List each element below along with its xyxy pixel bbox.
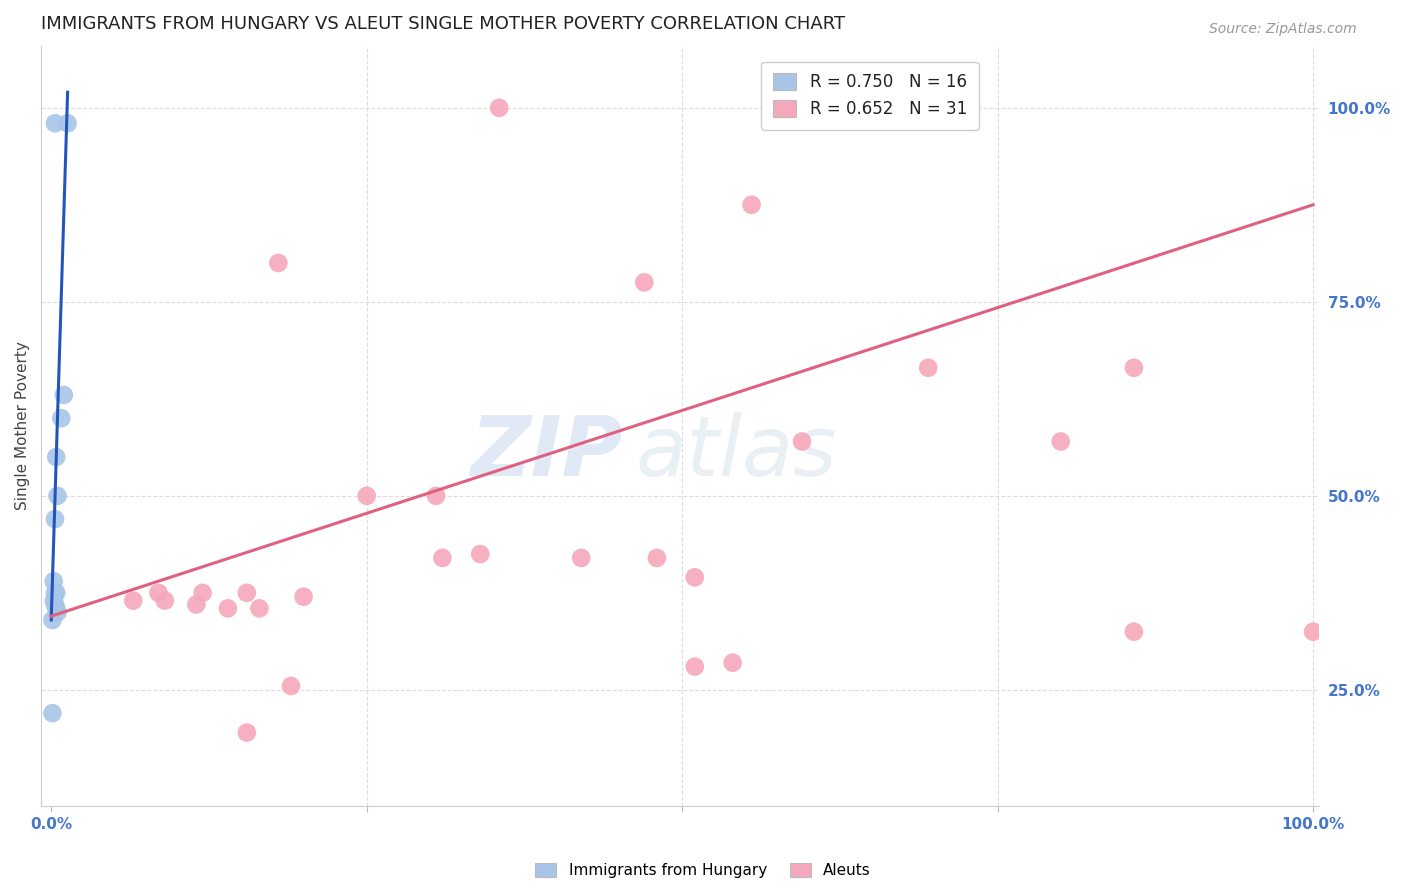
Point [790,434,813,449]
Point [236,586,259,600]
Point [470,547,492,561]
Point [41,613,63,627]
Point [356,489,378,503]
Point [191,586,214,600]
Point [267,256,290,270]
Point [46,489,69,503]
Point [122,593,145,607]
Point [683,659,706,673]
Point [45,586,67,600]
Point [44,512,66,526]
Point [488,101,510,115]
Legend: Immigrants from Hungary, Aleuts: Immigrants from Hungary, Aleuts [529,856,877,884]
Point [56,116,79,130]
Point [44,586,66,600]
Point [44,116,66,130]
Point [186,598,208,612]
Point [249,601,271,615]
Point [425,489,447,503]
Point [46,605,69,619]
Point [569,550,592,565]
Text: ZIP: ZIP [470,412,623,493]
Point [217,601,239,615]
Point [52,388,75,402]
Point [432,550,454,565]
Point [1122,624,1144,639]
Point [292,590,315,604]
Point [42,574,65,589]
Point [1049,434,1071,449]
Text: atlas: atlas [636,412,837,493]
Point [917,360,939,375]
Text: Source: ZipAtlas.com: Source: ZipAtlas.com [1209,22,1357,37]
Point [45,450,67,464]
Point [683,570,706,584]
Text: IMMIGRANTS FROM HUNGARY VS ALEUT SINGLE MOTHER POVERTY CORRELATION CHART: IMMIGRANTS FROM HUNGARY VS ALEUT SINGLE … [41,15,845,33]
Point [42,593,65,607]
Point [41,706,63,720]
Point [1122,360,1144,375]
Point [45,601,67,615]
Point [721,656,744,670]
Point [858,101,880,115]
Y-axis label: Single Mother Poverty: Single Mother Poverty [15,342,30,510]
Point [280,679,302,693]
Point [44,598,66,612]
Point [633,276,655,290]
Point [741,198,763,212]
Point [148,586,170,600]
Point [645,550,668,565]
Point [1302,624,1324,639]
Point [51,411,73,425]
Point [236,725,259,739]
Legend: R = 0.750   N = 16, R = 0.652   N = 31: R = 0.750 N = 16, R = 0.652 N = 31 [762,62,979,129]
Point [153,593,176,607]
